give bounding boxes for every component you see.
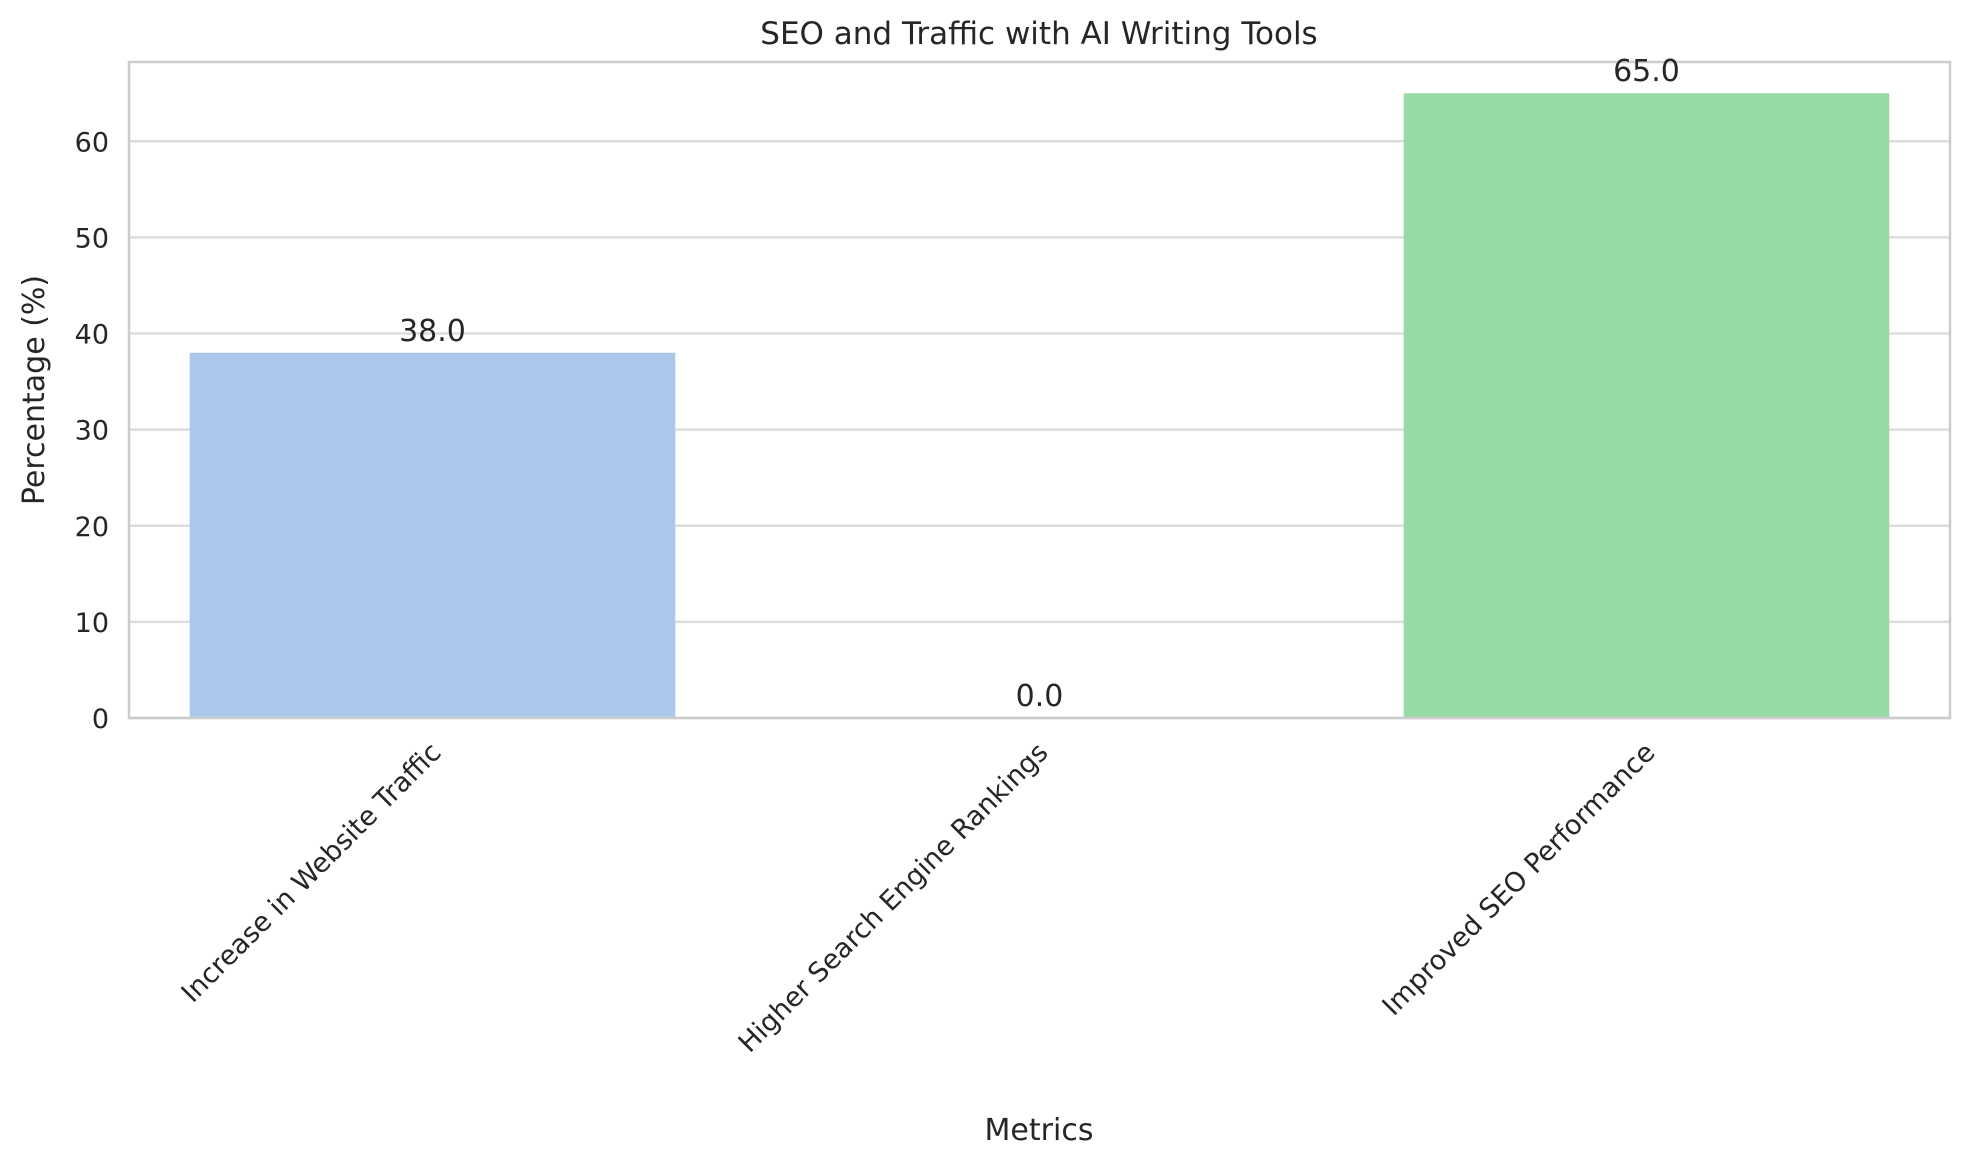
y-tick-label: 40: [75, 320, 109, 351]
x-axis-ticks: Increase in Website Traffic Higher Search…: [176, 737, 1662, 1059]
bar-value-label: 65.0: [1613, 54, 1680, 89]
bar: [1403, 93, 1890, 718]
y-tick-label: 10: [75, 608, 109, 639]
bar-value-label: 0.0: [1016, 679, 1064, 714]
chart-title: SEO and Traffic with AI Writing Tools: [760, 16, 1317, 52]
y-axis-ticks: 0 10 20 30 40 50 60: [75, 127, 109, 735]
x-tick-label: Improved SEO Performance: [1377, 737, 1662, 1022]
y-tick-label: 60: [75, 127, 109, 158]
y-tick-label: 30: [75, 416, 109, 447]
y-tick-label: 50: [75, 223, 109, 254]
plot-frame: [127, 60, 1952, 720]
x-axis-label: Metrics: [985, 1113, 1094, 1148]
bar-value-label: 38.0: [399, 314, 466, 349]
bars: [189, 93, 1890, 718]
y-tick-label: 20: [75, 512, 109, 543]
data-labels: 38.0 0.0 65.0: [399, 54, 1680, 714]
y-tick-label: 0: [92, 704, 109, 735]
y-axis-label: Percentage (%): [17, 275, 52, 505]
x-tick-label: Higher Search Engine Rankings: [733, 737, 1055, 1059]
bar: [189, 352, 676, 718]
x-tick-label: Increase in Website Traffic: [176, 737, 448, 1009]
